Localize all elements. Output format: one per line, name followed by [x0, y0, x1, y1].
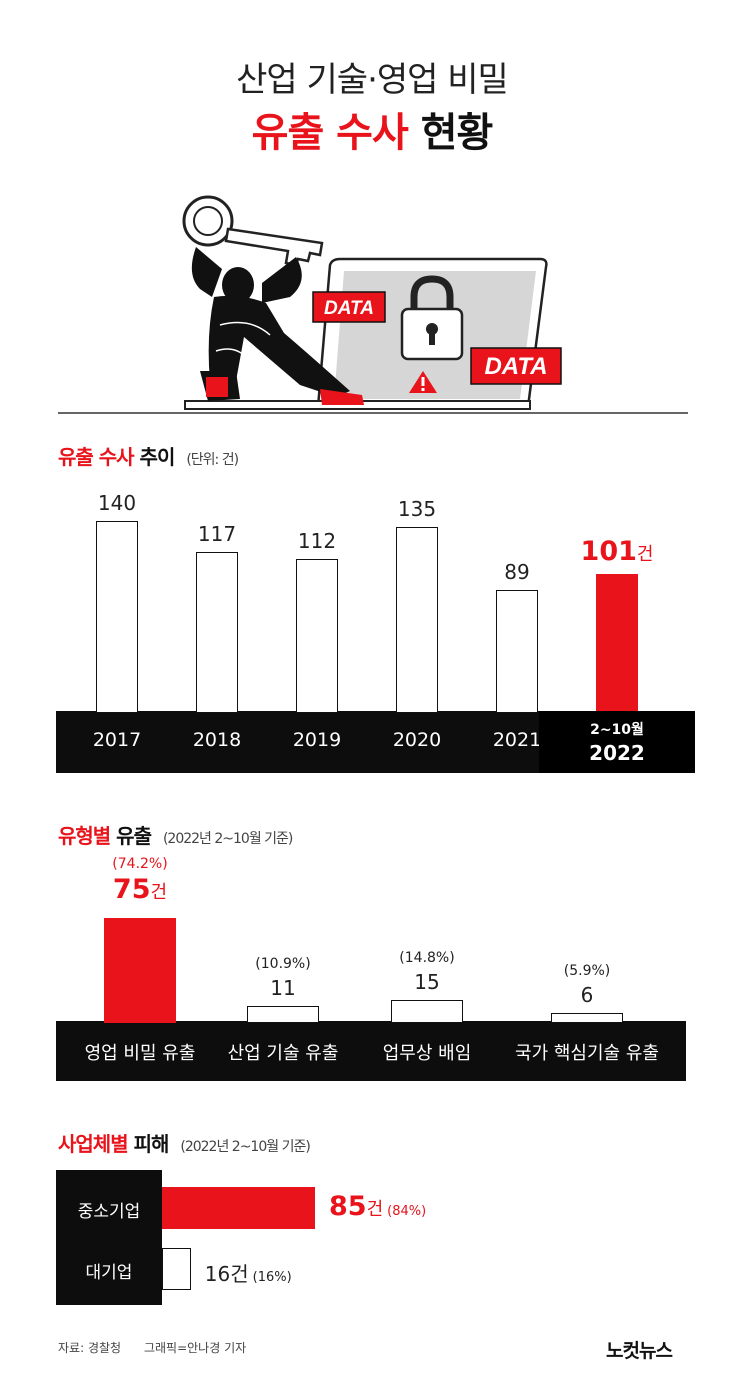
chart3-value-label: 85건 (84%) [329, 1191, 426, 1222]
chart1-bar [296, 558, 338, 713]
footer-source: 자료: 경찰청 [58, 1341, 122, 1355]
warning-icon [409, 371, 437, 393]
chart2-bar [551, 1012, 623, 1023]
chart1-category-label: 2017 [92, 729, 142, 751]
chart3-percent: (84%) [387, 1204, 427, 1219]
chart2-percent-label: (5.9%) [563, 962, 611, 979]
chart1-category-label: 2021 [492, 729, 542, 751]
chart3-value-number: 16건 [204, 1262, 249, 1286]
chart3-bar [162, 1187, 315, 1229]
chart2-value-label: 75건 [80, 874, 200, 905]
chart3-value-unit: 건 [366, 1199, 384, 1220]
chart2-value-number: 75 [112, 873, 151, 905]
chart1-bar [196, 551, 238, 713]
padlock-icon [400, 275, 464, 361]
chart2-value-label: 6 [580, 982, 594, 1007]
chart1-value-unit: 건 [636, 543, 654, 565]
key-icon [182, 195, 324, 267]
chart1-category-label: 2022 [589, 741, 645, 765]
chart2-category-label: 산업 기술 유출 [227, 1043, 339, 1064]
chart1-bar [496, 589, 538, 713]
title-red: 유출 수사 [251, 110, 409, 156]
footer-graphic: 그래픽=안나경 기자 [143, 1341, 247, 1355]
hacker-figure [191, 247, 364, 405]
chart3-value-number: 85 [329, 1191, 367, 1222]
chart1-category-label: 2020 [392, 729, 442, 751]
chart3-percent: (16%) [252, 1270, 292, 1285]
title-line1: 산업 기술·영업 비밀 [236, 60, 509, 100]
chart2-base-strip [56, 1021, 686, 1081]
chart3-bar [162, 1248, 191, 1290]
chart1-value-label: 140 [97, 490, 137, 515]
chart1-bar [396, 527, 438, 713]
chart1-value-label: 101건 [557, 536, 677, 567]
chart2-category-label: 업무상 배임 [382, 1043, 472, 1064]
chart3-value-label: 16건 (16%) [205, 1258, 292, 1287]
chart1-category-note: 2~10월 [590, 722, 644, 738]
chart1-value-label: 89 [504, 559, 530, 584]
data-tag-1: DATA [312, 291, 386, 323]
section2-title-red: 유형별 [58, 824, 111, 848]
chart2-value-label: 11 [270, 975, 296, 1000]
chart1-bar [96, 520, 138, 713]
chart2-bar [391, 1000, 463, 1023]
section1-title-red: 유출 수사 [58, 445, 135, 469]
svg-text:DATA: DATA [484, 353, 547, 380]
section1-title: 유출 수사 추이 (단위: 건) [58, 441, 239, 470]
chart2-percent-label: (74.2%) [112, 855, 168, 872]
chart1-base-strip [56, 711, 686, 773]
chart1-value-label: 117 [197, 521, 237, 546]
data-tag-2: DATA [470, 347, 562, 385]
chart2-value-label: 15 [414, 970, 440, 995]
section3-title: 사업체별 피해 (2022년 2~10월 기준) [58, 1128, 311, 1157]
section2-basis: (2022년 2~10월 기준) [162, 831, 293, 847]
chart1-value-label: 135 [397, 497, 437, 522]
section2-title-black: 유출 [116, 824, 152, 848]
svg-text:DATA: DATA [324, 298, 374, 319]
section1-unit: (단위: 건) [186, 452, 239, 468]
section3-title-red: 사업체별 [58, 1132, 129, 1156]
section2-title: 유형별 유출 (2022년 2~10월 기준) [58, 820, 293, 849]
title-line2: 유출 수사 현황 [0, 100, 744, 158]
chart3-category-label: 대기업 [85, 1263, 133, 1283]
hacker-laptop-illustration: DATA DATA [58, 195, 688, 414]
chart2-percent-label: (10.9%) [255, 955, 311, 972]
chart3-label-column [56, 1170, 162, 1305]
chart1-bar [596, 573, 638, 713]
section3-title-black: 피해 [133, 1132, 170, 1156]
chart2-value-unit: 건 [150, 881, 168, 903]
chart2-percent-label: (14.8%) [399, 950, 455, 967]
section1-title-black: 추이 [139, 445, 176, 469]
section3-basis: (2022년 2~10월 기준) [180, 1139, 310, 1155]
chart2-category-label: 영업 비밀 유출 [84, 1043, 196, 1064]
chart1-value-number: 101 [580, 535, 637, 567]
chart2-bar [247, 1005, 319, 1023]
chart1-category-label: 2018 [192, 729, 242, 751]
chart1-category-label: 2019 [292, 729, 342, 751]
chart2-category-label: 국가 핵심기술 유출 [515, 1043, 659, 1064]
nocutnews-logo: 노컷뉴스 [606, 1340, 673, 1362]
chart3-category-label: 중소기업 [77, 1202, 141, 1222]
chart2-bar [104, 917, 176, 1023]
chart1-highlight-bg [539, 711, 695, 773]
title-black: 현황 [420, 110, 494, 156]
footer-credit: 자료: 경찰청 그래픽=안나경 기자 [58, 1339, 246, 1356]
chart1-value-label: 112 [297, 528, 337, 553]
